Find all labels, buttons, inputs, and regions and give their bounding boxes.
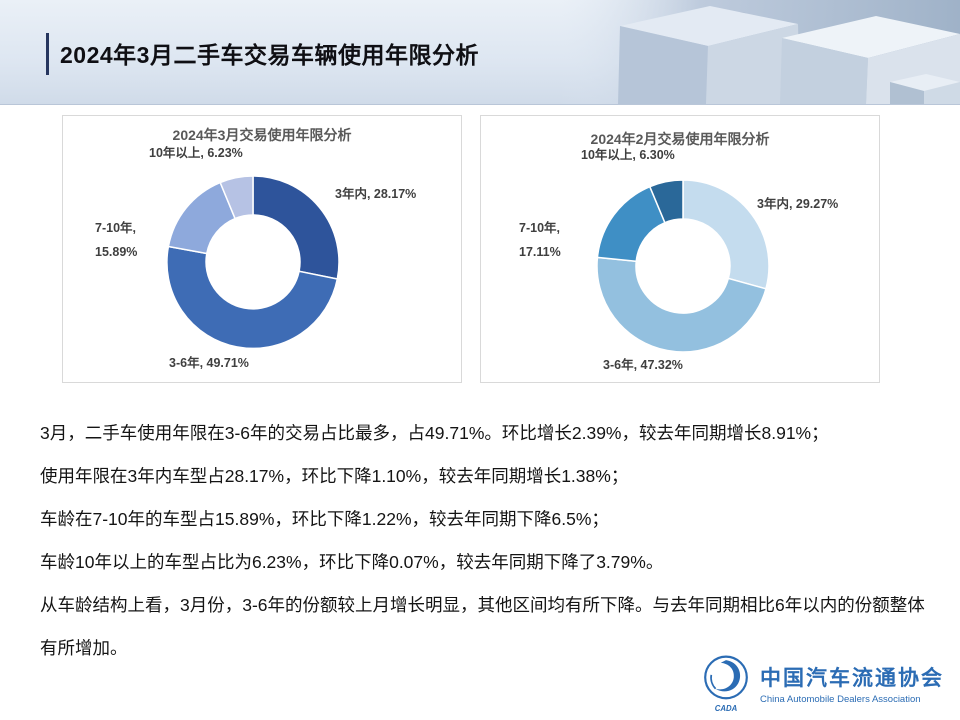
slice-label-over10y: 10年以上, 6.23% (149, 146, 243, 160)
chart-panel-february: 2024年2月交易使用年限分析 10年以上, 6.30% 3年内, 29.27%… (480, 115, 880, 383)
slice-label-3to6y: 3-6年, 49.71% (169, 356, 249, 370)
analysis-text: 3月，二手车使用年限在3-6年的交易占比最多，占49.71%。环比增长2.39%… (40, 412, 928, 670)
analysis-paragraph-4: 车龄10年以上的车型占比为6.23%，环比下降0.07%，较去年同期下降了3.7… (40, 552, 664, 572)
association-name-cn: 中国汽车流通协会 (760, 666, 944, 690)
cada-logo-text: 中国汽车流通协会 China Automobile Dealers Associ… (760, 662, 944, 705)
association-name-en: China Automobile Dealers Association (760, 694, 921, 705)
chart-title-march: 2024年3月交易使用年限分析 (172, 127, 352, 143)
donut-slice-3-6年 (596, 256, 767, 353)
donut-slice-3年内 (252, 175, 340, 280)
charts-row: 2024年3月交易使用年限分析 10年以上, 6.23% 3年内, 28.17%… (0, 115, 960, 383)
analysis-paragraph-1: 3月，二手车使用年限在3-6年的交易占比最多，占49.71%。环比增长2.39%… (40, 423, 829, 443)
slice-label-under3y: 3年内, 29.27% (757, 197, 839, 211)
page-title: 2024年3月二手车交易车辆使用年限分析 (60, 42, 479, 68)
cada-logo: CADA 中国汽车流通协会 China Automobile Dealers A… (700, 653, 944, 714)
slide-header: 2024年3月二手车交易车辆使用年限分析 (0, 0, 960, 105)
donut-chart-march (166, 175, 340, 350)
donut-slice-10年以上 (219, 175, 254, 220)
analysis-paragraph-2: 使用年限在3年内车型占28.17%，环比下降1.10%，较去年同期增长1.38%… (40, 466, 629, 486)
header-decoration-cubes-icon (560, 0, 960, 104)
slice-label-3to6y: 3-6年, 47.32% (603, 358, 683, 372)
cada-logo-icon: CADA (704, 655, 748, 713)
slice-label-over10y: 10年以上, 6.30% (581, 148, 675, 162)
slice-label-7to10y: 7-10年, 17.11% (519, 221, 561, 259)
title-accent-bar (46, 33, 49, 75)
analysis-paragraph-5: 从车龄结构上看，3月份，3-6年的份额较上月增长明显，其他区间均有所下降。与去年… (40, 595, 925, 658)
cada-badge-text: CADA (715, 704, 738, 713)
donut-slice-3-6年 (166, 245, 339, 350)
slice-label-under3y: 3年内, 28.17% (335, 187, 417, 201)
chart-panel-march: 2024年3月交易使用年限分析 10年以上, 6.23% 3年内, 28.17%… (62, 115, 462, 383)
donut-slice-3年内 (682, 179, 770, 290)
analysis-paragraph-3: 车龄在7-10年的车型占15.89%，环比下降1.22%，较去年同期下降6.5%… (40, 509, 609, 529)
chart-title-february: 2024年2月交易使用年限分析 (590, 131, 770, 147)
donut-slice-10年以上 (648, 179, 684, 224)
slice-label-7to10y: 7-10年, 15.89% (95, 221, 138, 259)
donut-chart-february (596, 179, 770, 353)
